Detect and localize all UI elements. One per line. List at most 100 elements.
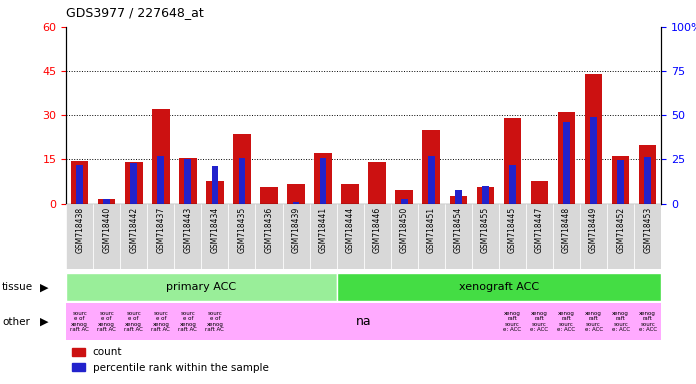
Bar — [368, 162, 386, 204]
Bar — [260, 187, 278, 204]
Bar — [239, 157, 245, 204]
Bar — [184, 159, 191, 204]
Bar — [585, 74, 602, 204]
Bar — [319, 159, 326, 204]
Text: GSM718437: GSM718437 — [157, 207, 165, 253]
Text: GSM718454: GSM718454 — [454, 207, 463, 253]
Bar — [422, 130, 440, 204]
Bar — [612, 156, 629, 204]
Bar — [120, 204, 148, 269]
Bar — [125, 162, 143, 204]
Bar — [390, 204, 418, 269]
Text: xenog
raft
sourc
e: ACC: xenog raft sourc e: ACC — [557, 311, 576, 332]
Bar — [418, 204, 445, 269]
Bar — [233, 134, 251, 204]
Text: xenog
raft
sourc
e: ACC: xenog raft sourc e: ACC — [639, 311, 657, 332]
Bar — [395, 190, 413, 204]
Bar — [363, 204, 390, 269]
Bar — [590, 117, 597, 204]
Text: GSM718451: GSM718451 — [427, 207, 436, 253]
Bar — [644, 157, 651, 204]
Bar — [617, 160, 624, 204]
Text: xenog
raft
sourc
e: ACC: xenog raft sourc e: ACC — [612, 311, 630, 332]
Text: sourc
e of
xenog
raft AC: sourc e of xenog raft AC — [151, 311, 171, 332]
Text: GSM718434: GSM718434 — [210, 207, 219, 253]
Bar — [504, 118, 521, 204]
Bar — [634, 204, 661, 269]
Bar — [499, 204, 526, 269]
Bar — [557, 112, 576, 204]
Bar — [201, 204, 228, 269]
Bar — [212, 166, 219, 204]
Text: GSM718447: GSM718447 — [535, 207, 544, 253]
Text: sourc
e of
xenog
raft AC: sourc e of xenog raft AC — [125, 311, 143, 332]
Text: tissue: tissue — [2, 282, 33, 292]
Text: sourc
e of
xenog
raft AC: sourc e of xenog raft AC — [70, 311, 89, 332]
Bar — [283, 204, 310, 269]
Text: GSM718439: GSM718439 — [292, 207, 301, 253]
Bar — [255, 204, 283, 269]
Bar — [315, 154, 332, 204]
Text: sourc
e of
xenog
raft AC: sourc e of xenog raft AC — [97, 311, 116, 332]
Text: GSM718450: GSM718450 — [400, 207, 409, 253]
Bar — [287, 184, 305, 204]
Bar — [157, 156, 164, 204]
Bar — [292, 202, 299, 204]
Bar — [509, 165, 516, 204]
Text: GSM718438: GSM718438 — [75, 207, 84, 253]
Text: GSM718444: GSM718444 — [346, 207, 355, 253]
Text: GSM718440: GSM718440 — [102, 207, 111, 253]
Text: GSM718442: GSM718442 — [129, 207, 139, 253]
Text: na: na — [356, 315, 372, 328]
Text: GSM718449: GSM718449 — [589, 207, 598, 253]
Bar — [482, 186, 489, 204]
Bar — [148, 204, 174, 269]
Bar — [98, 199, 116, 204]
Bar — [607, 204, 634, 269]
Bar — [152, 109, 170, 204]
Bar — [445, 204, 472, 269]
Text: GSM718443: GSM718443 — [183, 207, 192, 253]
Bar — [526, 204, 553, 269]
Text: GSM718446: GSM718446 — [372, 207, 381, 253]
Bar — [401, 199, 408, 204]
Bar — [553, 204, 580, 269]
Text: GDS3977 / 227648_at: GDS3977 / 227648_at — [66, 6, 204, 19]
Bar — [71, 161, 88, 204]
Bar — [66, 204, 93, 269]
Text: ▶: ▶ — [40, 317, 48, 327]
Text: GSM718452: GSM718452 — [616, 207, 625, 253]
Bar — [130, 163, 137, 204]
Bar — [337, 204, 364, 269]
Text: other: other — [2, 317, 30, 327]
Text: xenog
raft
sourc
e: ACC: xenog raft sourc e: ACC — [530, 311, 548, 332]
Text: ▶: ▶ — [40, 282, 48, 292]
Bar — [174, 204, 201, 269]
Bar — [477, 187, 494, 204]
Bar — [103, 199, 110, 204]
Bar — [428, 156, 435, 204]
Bar — [341, 184, 359, 204]
Bar — [66, 273, 337, 301]
Bar — [472, 204, 499, 269]
Text: GSM718445: GSM718445 — [508, 207, 517, 253]
Bar — [337, 273, 661, 301]
Text: sourc
e of
xenog
raft AC: sourc e of xenog raft AC — [205, 311, 224, 332]
Bar — [179, 158, 197, 204]
Legend: count, percentile rank within the sample: count, percentile rank within the sample — [68, 343, 273, 377]
Bar — [455, 190, 461, 204]
Bar — [580, 204, 607, 269]
Text: GSM718435: GSM718435 — [237, 207, 246, 253]
Text: sourc
e of
xenog
raft AC: sourc e of xenog raft AC — [178, 311, 197, 332]
Text: xenog
raft
sourc
e: ACC: xenog raft sourc e: ACC — [585, 311, 603, 332]
Bar — [450, 196, 467, 204]
Text: xenog
raft
sourc
e: ACC: xenog raft sourc e: ACC — [503, 311, 521, 332]
Text: GSM718455: GSM718455 — [481, 207, 490, 253]
Text: GSM718436: GSM718436 — [264, 207, 274, 253]
Bar — [206, 182, 223, 204]
Bar — [310, 204, 337, 269]
Bar — [77, 165, 83, 204]
Bar — [530, 182, 548, 204]
Text: primary ACC: primary ACC — [166, 282, 237, 292]
Text: xenograft ACC: xenograft ACC — [459, 282, 539, 292]
